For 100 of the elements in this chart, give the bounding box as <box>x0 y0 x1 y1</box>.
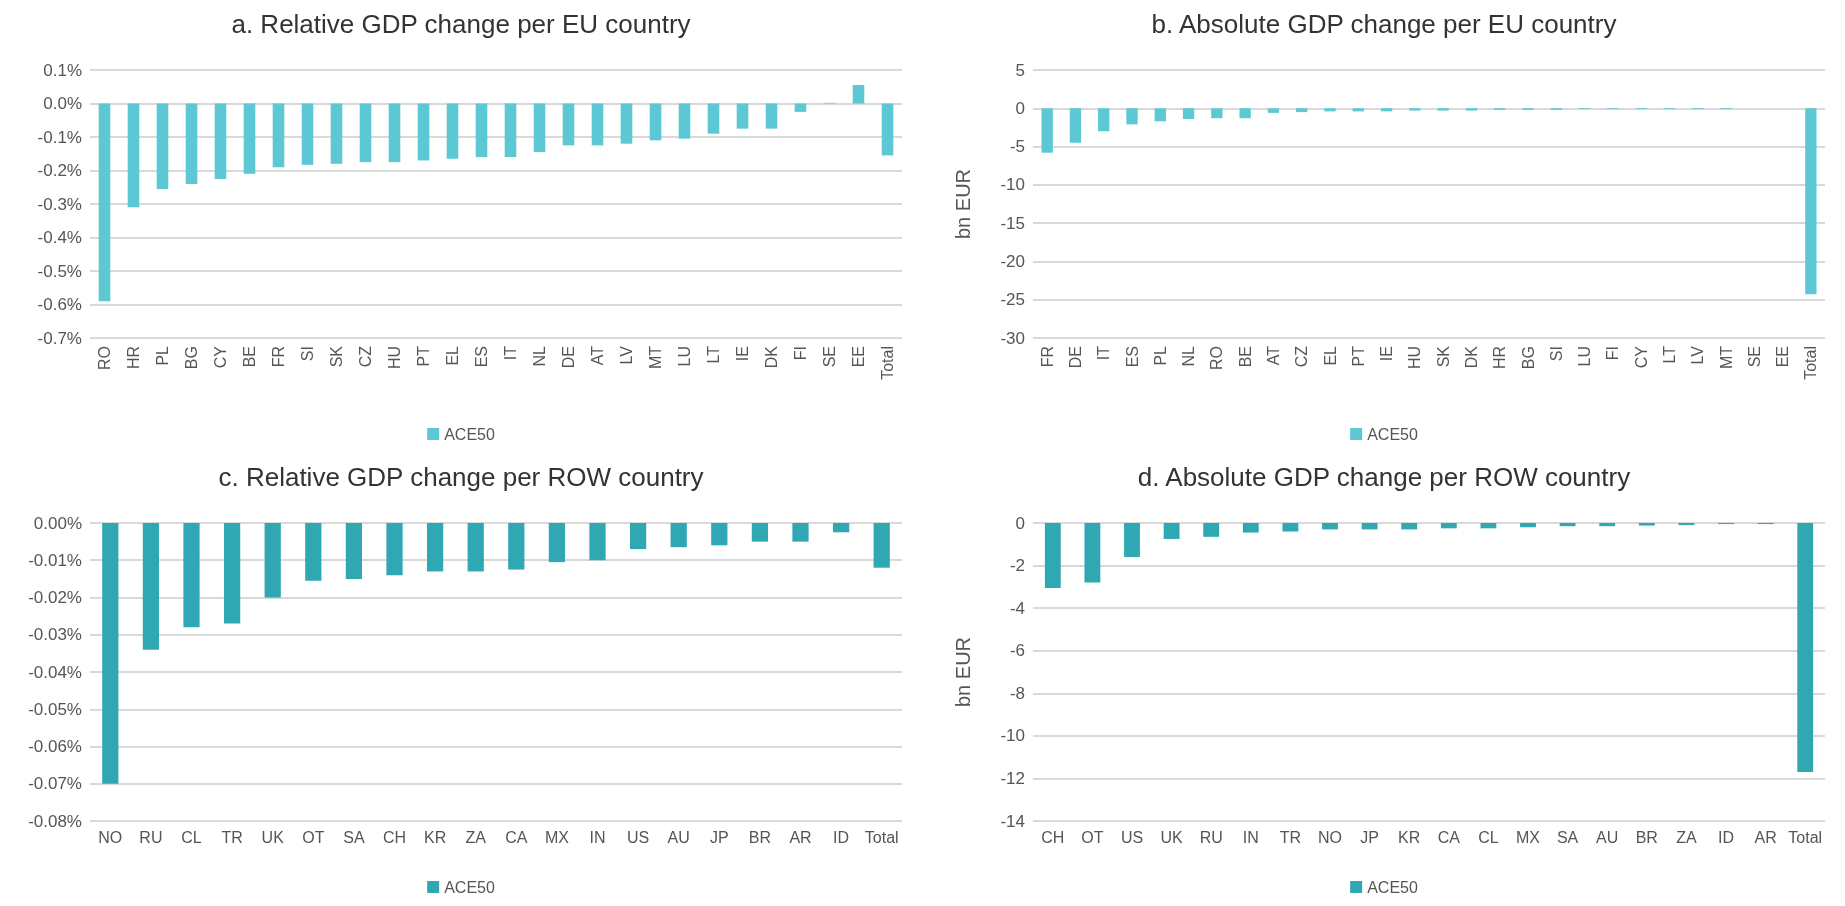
bar <box>243 103 256 174</box>
x-tick-label: LT <box>1660 345 1678 364</box>
legend-label: ACE50 <box>444 878 495 896</box>
x-tick-label: IN <box>1242 828 1259 846</box>
x-tick-label: FI <box>792 346 809 361</box>
y-tick-label: 0.0% <box>43 94 82 113</box>
x-tick-label: ZA <box>465 828 487 846</box>
x-tick-label: DK <box>1462 345 1480 369</box>
x-tick-label: NL <box>1180 345 1198 367</box>
x-tick-label: EL <box>444 345 461 366</box>
x-tick-label: HR <box>1491 346 1509 370</box>
x-tick-label: LT <box>705 345 722 364</box>
x-tick-label: NO <box>1318 828 1342 846</box>
x-tick-label: US <box>626 828 650 846</box>
y-tick-label: -0.05% <box>28 699 82 719</box>
x-tick-label: FI <box>1604 346 1622 361</box>
x-tick-label: AR <box>789 828 812 846</box>
x-tick-label: ZA <box>1676 828 1697 846</box>
bar <box>417 103 430 161</box>
x-tick-label: IT <box>1095 345 1113 361</box>
y-tick-label: -0.08% <box>28 811 82 831</box>
x-tick-label: CA <box>505 828 528 846</box>
bar <box>301 103 314 165</box>
bar <box>736 103 749 129</box>
x-tick-label: HR <box>125 346 142 370</box>
x-tick-label: EE <box>1774 346 1792 368</box>
chart-title: b. Absolute GDP change per EU country <box>1151 9 1617 39</box>
x-tick-label: UK <box>1160 828 1184 846</box>
y-tick-label: -0.3% <box>37 194 82 214</box>
y-tick-label: -0.04% <box>28 662 82 682</box>
bar <box>475 103 488 158</box>
x-tick-label: IT <box>502 345 519 361</box>
x-tick-label: BE <box>241 346 258 368</box>
legend-label: ACE50 <box>1367 878 1418 896</box>
x-tick-label: BG <box>1519 346 1537 370</box>
x-tick-label: AT <box>1264 345 1282 366</box>
y-tick-label: -0.01% <box>28 550 82 570</box>
x-tick-label: TR <box>1279 828 1302 846</box>
x-tick-label: ID <box>833 828 850 846</box>
x-tick-label: SK <box>1434 345 1452 368</box>
y-axis-title: bn EUR <box>952 168 974 240</box>
x-tick-label: MT <box>1717 345 1735 370</box>
x-tick-label: UK <box>261 828 285 846</box>
y-tick-label: -0.6% <box>37 295 82 314</box>
x-tick-label: RU <box>1199 828 1223 846</box>
x-tick-label: Total <box>864 828 899 846</box>
bar <box>156 103 169 189</box>
x-tick-label: SA <box>343 828 365 846</box>
bar <box>272 103 285 168</box>
y-tick-label: -14 <box>1000 811 1025 831</box>
y-tick-label: -15 <box>1000 213 1025 233</box>
x-tick-label: SE <box>1745 346 1763 368</box>
y-tick-label: -10 <box>1000 726 1025 746</box>
x-tick-label: OT <box>1081 828 1104 846</box>
bar <box>562 103 575 146</box>
y-tick-label: -0.03% <box>28 625 82 645</box>
x-tick-label: PL <box>1151 345 1169 366</box>
bar <box>678 103 691 139</box>
y-tick-label: -0.5% <box>37 261 82 281</box>
x-tick-label: RO <box>1208 346 1226 370</box>
x-tick-label: SI <box>299 346 316 362</box>
bar <box>649 103 662 141</box>
y-tick-label: -30 <box>1000 328 1025 348</box>
y-tick-label: 5 <box>1015 60 1025 80</box>
legend-label: ACE50 <box>444 425 495 443</box>
x-tick-label: AR <box>1754 828 1777 846</box>
x-tick-label: NL <box>531 345 548 367</box>
x-tick-label: HU <box>1406 346 1424 370</box>
bar <box>620 103 633 144</box>
y-tick-label: -6 <box>1009 641 1025 661</box>
x-tick-label: IE <box>734 346 751 362</box>
x-tick-label: CZ <box>357 345 374 368</box>
y-tick-label: -0.2% <box>37 161 82 180</box>
x-tick-label: SE <box>821 346 838 368</box>
x-tick-label: TR <box>221 828 243 846</box>
x-tick-label: SI <box>1547 346 1565 362</box>
y-tick-label: 0 <box>1015 513 1025 533</box>
x-tick-label: BE <box>1236 346 1254 368</box>
x-tick-label: FR <box>1038 346 1056 368</box>
y-tick-label: -4 <box>1009 598 1025 618</box>
x-tick-label: LU <box>676 346 693 367</box>
x-tick-label: DE <box>560 346 577 369</box>
y-tick-label: 0.00% <box>33 513 82 533</box>
x-tick-label: HU <box>386 346 403 370</box>
x-tick-label: FR <box>270 346 287 368</box>
x-tick-label: ID <box>1718 828 1734 846</box>
x-tick-label: RU <box>139 828 163 846</box>
x-tick-label: CL <box>181 828 202 846</box>
y-tick-label: -12 <box>1000 768 1025 788</box>
x-tick-label: JP <box>1360 828 1379 846</box>
x-tick-label: IN <box>589 828 606 846</box>
x-tick-label: CY <box>1632 345 1650 369</box>
x-tick-label: NO <box>98 828 123 846</box>
y-tick-label: -0.7% <box>37 328 82 348</box>
x-tick-label: DE <box>1066 346 1084 369</box>
x-tick-label: PT <box>1349 345 1367 367</box>
x-tick-label: SA <box>1556 828 1579 846</box>
x-tick-label: ES <box>473 346 490 368</box>
legend-label: ACE50 <box>1367 425 1418 443</box>
x-tick-label: Total <box>1802 346 1820 380</box>
